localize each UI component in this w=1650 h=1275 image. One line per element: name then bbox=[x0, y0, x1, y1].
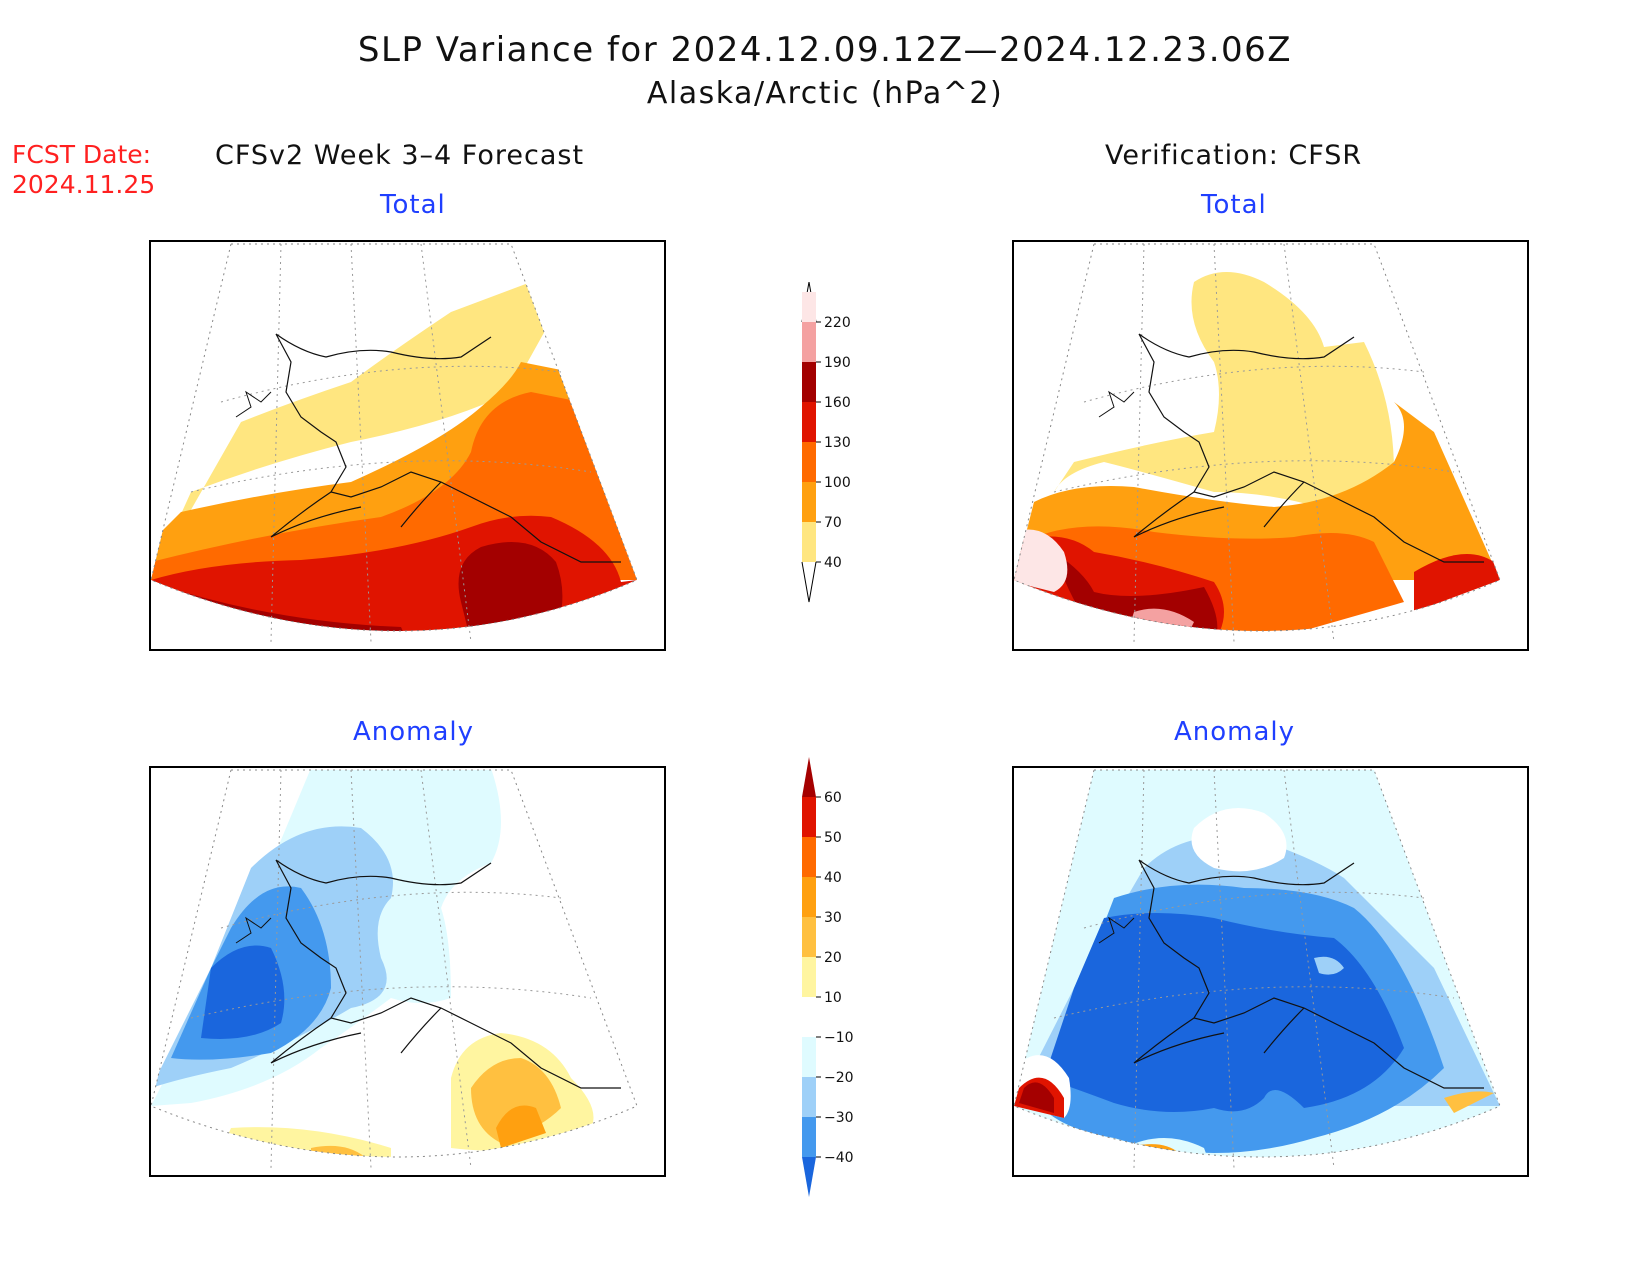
anomaly-colorbar-top-arrow bbox=[802, 757, 816, 797]
total-colorbar-bottom-arrow bbox=[801, 561, 817, 603]
anomaly-colorbar: 60 50 40 30 20 10 −10 −20 −30 −40 bbox=[790, 755, 870, 1209]
anomaly-colorbar-label: 20 bbox=[824, 950, 842, 966]
fcst-date-block: FCST Date: 2024.11.25 bbox=[12, 140, 155, 200]
anomaly-colorbar-label: 50 bbox=[824, 830, 842, 846]
total-colorbar-swatch bbox=[802, 522, 816, 562]
anomaly-colorbar-label: 30 bbox=[824, 910, 842, 926]
total-colorbar-label: 160 bbox=[824, 395, 851, 411]
forecast-anomaly-map bbox=[149, 766, 666, 1177]
total-colorbar-label: 190 bbox=[824, 355, 851, 371]
total-colorbar-swatch bbox=[802, 402, 816, 442]
anomaly-colorbar-label: −10 bbox=[824, 1030, 854, 1046]
anomaly-colorbar-swatch bbox=[802, 1077, 816, 1117]
total-colorbar-svg: 220 190 160 130 100 70 40 bbox=[801, 281, 851, 603]
total-colorbar: 220 190 160 130 100 70 40 bbox=[790, 281, 870, 616]
main-subtitle: Alaska/Arctic (hPa^2) bbox=[646, 76, 1004, 111]
anomaly-colorbar-label: 40 bbox=[824, 870, 842, 886]
total-colorbar-label: 130 bbox=[824, 435, 851, 451]
verification-total-subtitle: Total bbox=[1201, 190, 1267, 220]
verification-anomaly-subtitle: Anomaly bbox=[1174, 717, 1296, 747]
anomaly-colorbar-label: −20 bbox=[824, 1070, 854, 1086]
anomaly-colorbar-svg: 60 50 40 30 20 10 −10 −20 −30 −40 bbox=[802, 757, 854, 1197]
anomaly-colorbar-swatch bbox=[802, 917, 816, 957]
anomaly-colorbar-swatch bbox=[802, 1037, 816, 1077]
total-colorbar-swatch bbox=[802, 362, 816, 402]
anomaly-colorbar-swatch bbox=[802, 957, 816, 997]
main-title: SLP Variance for 2024.12.09.12Z—2024.12.… bbox=[357, 30, 1293, 70]
verification-anomaly-map bbox=[1012, 766, 1529, 1177]
fcst-date-value: 2024.11.25 bbox=[12, 170, 156, 199]
anomaly-colorbar-swatch bbox=[802, 797, 816, 837]
total-colorbar-swatch bbox=[802, 482, 816, 522]
forecast-total-map bbox=[149, 240, 666, 651]
anomaly-colorbar-label: 60 bbox=[824, 790, 842, 806]
anomaly-colorbar-swatch bbox=[802, 877, 816, 917]
anomaly-colorbar-label: −30 bbox=[824, 1110, 854, 1126]
forecast-total-subtitle: Total bbox=[380, 190, 446, 220]
fcst-date-label: FCST Date: bbox=[12, 140, 152, 169]
total-colorbar-label: 100 bbox=[824, 475, 851, 491]
anomaly-colorbar-label: 10 bbox=[824, 990, 842, 1006]
total-colorbar-label: 220 bbox=[824, 315, 851, 331]
anomaly-colorbar-swatch bbox=[802, 1117, 816, 1157]
total-colorbar-swatch bbox=[802, 322, 816, 362]
verification-column-header: Verification: CFSR bbox=[1105, 140, 1363, 171]
total-colorbar-label: 70 bbox=[824, 515, 842, 531]
anomaly-colorbar-swatch bbox=[802, 837, 816, 877]
forecast-anomaly-subtitle: Anomaly bbox=[353, 717, 475, 747]
total-colorbar-swatch bbox=[802, 442, 816, 482]
verification-total-map bbox=[1012, 240, 1529, 651]
total-colorbar-swatch bbox=[802, 292, 816, 322]
anomaly-colorbar-label: −40 bbox=[824, 1150, 854, 1166]
forecast-column-header: CFSv2 Week 3–4 Forecast bbox=[215, 140, 585, 171]
anomaly-colorbar-swatch bbox=[802, 997, 816, 1037]
total-colorbar-label: 40 bbox=[824, 555, 842, 571]
anomaly-colorbar-bottom-arrow bbox=[802, 1157, 816, 1197]
